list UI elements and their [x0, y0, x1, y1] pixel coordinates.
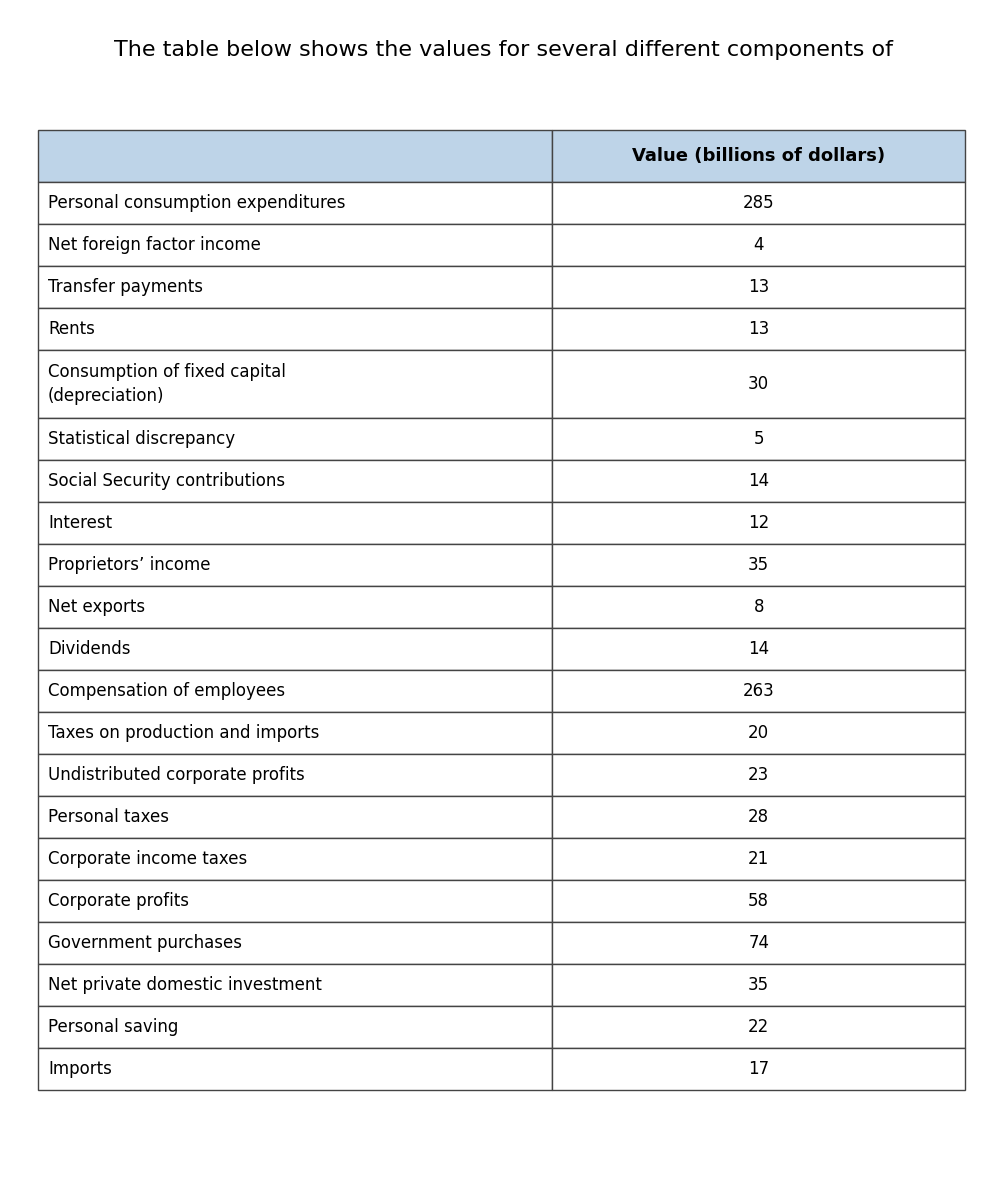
Text: 5: 5: [753, 431, 764, 448]
Text: Net exports: Net exports: [48, 598, 145, 616]
Bar: [38, 1048, 553, 1090]
Bar: [38, 797, 553, 838]
Text: 58: 58: [748, 892, 769, 910]
Text: Taxes on production and imports: Taxes on production and imports: [48, 724, 319, 742]
Text: Compensation of employees: Compensation of employees: [48, 682, 285, 700]
Bar: [38, 964, 553, 1006]
Bar: [553, 1006, 965, 1048]
Bar: [553, 544, 965, 586]
Text: Corporate income taxes: Corporate income taxes: [48, 850, 248, 868]
Bar: [38, 838, 553, 880]
Text: 17: 17: [748, 1060, 769, 1078]
Bar: [38, 753, 553, 797]
Bar: [553, 350, 965, 417]
Bar: [38, 586, 553, 628]
Text: 28: 28: [748, 808, 769, 826]
Text: 14: 14: [748, 640, 769, 658]
Bar: [38, 182, 553, 224]
Bar: [553, 880, 965, 922]
Text: The table below shows the values for several different components of: The table below shows the values for sev…: [114, 39, 892, 60]
Bar: [38, 502, 553, 544]
Text: Personal taxes: Personal taxes: [48, 808, 169, 826]
Bar: [553, 586, 965, 628]
Text: Personal saving: Personal saving: [48, 1018, 178, 1036]
Text: Corporate profits: Corporate profits: [48, 892, 189, 910]
Text: 20: 20: [748, 724, 769, 742]
Text: 21: 21: [748, 850, 769, 868]
Bar: [553, 309, 965, 350]
Text: Government purchases: Government purchases: [48, 934, 242, 952]
Bar: [553, 460, 965, 502]
Text: 35: 35: [748, 556, 769, 574]
Bar: [553, 712, 965, 753]
Bar: [553, 628, 965, 670]
Text: 13: 13: [748, 277, 769, 295]
Bar: [38, 130, 553, 182]
Bar: [553, 964, 965, 1006]
Text: 8: 8: [753, 598, 764, 616]
Bar: [38, 417, 553, 460]
Bar: [38, 712, 553, 753]
Text: Consumption of fixed capital
(depreciation): Consumption of fixed capital (depreciati…: [48, 364, 286, 404]
Bar: [553, 838, 965, 880]
Text: Undistributed corporate profits: Undistributed corporate profits: [48, 765, 305, 785]
Text: Net private domestic investment: Net private domestic investment: [48, 976, 322, 994]
Bar: [553, 797, 965, 838]
Bar: [38, 670, 553, 712]
Text: Dividends: Dividends: [48, 640, 131, 658]
Text: Statistical discrepancy: Statistical discrepancy: [48, 431, 235, 448]
Text: 35: 35: [748, 976, 769, 994]
Bar: [38, 224, 553, 266]
Text: 12: 12: [748, 514, 769, 532]
Bar: [38, 460, 553, 502]
Bar: [38, 544, 553, 586]
Text: Net foreign factor income: Net foreign factor income: [48, 236, 261, 254]
Bar: [553, 753, 965, 797]
Text: 14: 14: [748, 472, 769, 490]
Bar: [553, 182, 965, 224]
Text: Transfer payments: Transfer payments: [48, 277, 203, 295]
Bar: [38, 309, 553, 350]
Text: Value (billions of dollars): Value (billions of dollars): [632, 147, 885, 165]
Text: 13: 13: [748, 321, 769, 338]
Text: Personal consumption expenditures: Personal consumption expenditures: [48, 194, 345, 212]
Text: Interest: Interest: [48, 514, 112, 532]
Bar: [553, 502, 965, 544]
Bar: [553, 417, 965, 460]
Bar: [38, 266, 553, 309]
Text: 74: 74: [748, 934, 769, 952]
Bar: [553, 1048, 965, 1090]
Bar: [553, 130, 965, 182]
Text: 4: 4: [753, 236, 764, 254]
Text: Social Security contributions: Social Security contributions: [48, 472, 285, 490]
Text: 22: 22: [748, 1018, 769, 1036]
Text: 23: 23: [748, 765, 769, 785]
Text: Imports: Imports: [48, 1060, 112, 1078]
Bar: [38, 628, 553, 670]
Text: 285: 285: [743, 194, 774, 212]
Text: Proprietors’ income: Proprietors’ income: [48, 556, 210, 574]
Text: 263: 263: [743, 682, 774, 700]
Text: 30: 30: [748, 376, 769, 393]
Bar: [553, 670, 965, 712]
Text: Rents: Rents: [48, 321, 95, 338]
Bar: [553, 922, 965, 964]
Bar: [38, 1006, 553, 1048]
Bar: [38, 922, 553, 964]
Bar: [38, 880, 553, 922]
Bar: [553, 266, 965, 309]
Bar: [38, 350, 553, 417]
Bar: [553, 224, 965, 266]
